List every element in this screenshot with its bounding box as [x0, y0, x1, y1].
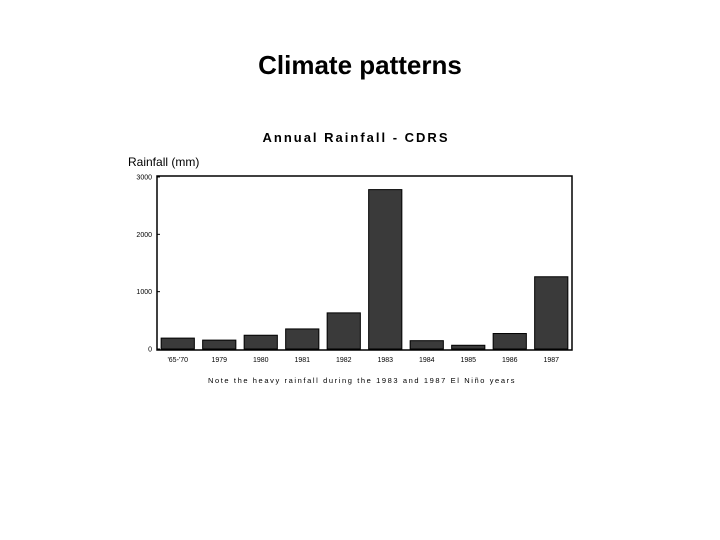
bar-6570 — [160, 337, 195, 350]
plot-frame — [156, 175, 573, 351]
x-tick-label: 1984 — [419, 357, 435, 364]
x-tick-label: '65-'70 — [167, 357, 188, 364]
y-axis-ticks: 0 1000 2000 3000 — [136, 175, 160, 354]
slide-title: Climate patterns — [258, 50, 462, 80]
x-tick-label: 1981 — [294, 357, 310, 364]
x-tick-label: 1985 — [460, 357, 476, 364]
chart-note: Note the heavy rainfall during the 1983 … — [208, 376, 516, 385]
y-axis-label: Rainfall (mm) — [128, 155, 199, 169]
x-tick-label: 1982 — [336, 357, 352, 364]
bar-1985 — [451, 344, 486, 350]
bar-1986 — [492, 333, 527, 350]
x-tick-label: 1987 — [543, 357, 559, 364]
bars-group — [160, 189, 569, 350]
x-axis-ticks: '65-'70 1979 1980 1981 1982 1983 1984 1985 1986 1… — [167, 357, 559, 364]
bar-1983 — [368, 189, 403, 350]
y-tick-label: 1000 — [136, 289, 152, 296]
bar-1982 — [326, 312, 361, 350]
y-tick-label: 3000 — [136, 175, 152, 182]
y-tick-label: 0 — [148, 347, 152, 354]
x-tick-label: 1979 — [211, 357, 227, 364]
x-tick-label: 1980 — [253, 357, 269, 364]
x-tick-label: 1986 — [502, 357, 518, 364]
x-tick-label: 1983 — [377, 357, 393, 364]
bar-1979 — [202, 339, 237, 350]
chart-title: Annual Rainfall - CDRS — [262, 130, 449, 145]
bar-1987 — [534, 276, 569, 350]
bar-1984 — [409, 340, 444, 350]
y-tick-label: 2000 — [136, 232, 152, 239]
bar-1980 — [243, 334, 278, 350]
bar-1981 — [285, 328, 320, 350]
